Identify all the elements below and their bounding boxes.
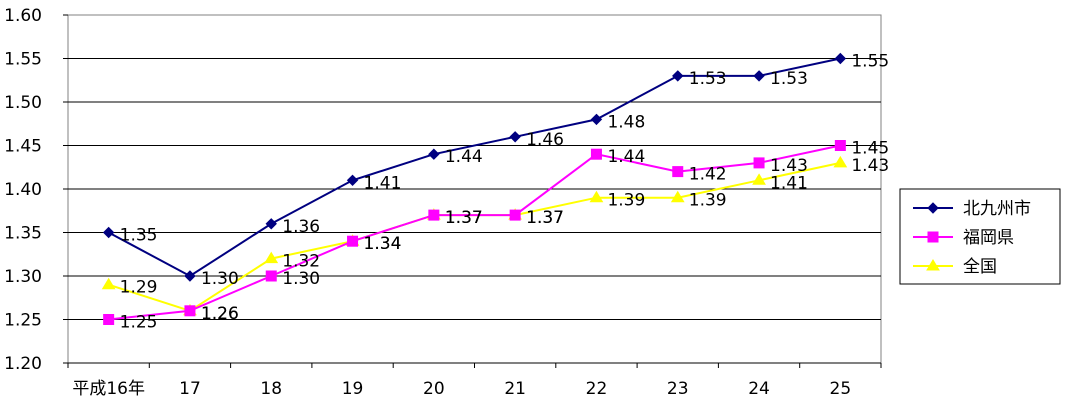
y-tick-label: 1.50 <box>4 93 42 113</box>
data-label: 1.44 <box>607 147 645 167</box>
x-tick-label: 20 <box>423 379 445 399</box>
data-label: 1.30 <box>282 269 320 289</box>
y-tick-label: 1.25 <box>4 311 42 331</box>
data-label: 1.41 <box>770 173 808 193</box>
data-point <box>346 174 359 187</box>
legend-label: 福岡県 <box>963 228 1014 248</box>
data-label: 1.35 <box>120 226 158 246</box>
data-label: 1.37 <box>445 208 483 228</box>
data-point <box>672 70 684 82</box>
data-point <box>103 314 115 325</box>
data-label: 1.39 <box>607 191 645 211</box>
data-point <box>102 226 115 239</box>
data-point <box>753 157 765 169</box>
legend-label: 北九州市 <box>963 199 1031 219</box>
y-tick-label: 1.30 <box>4 267 42 287</box>
data-label: 1.44 <box>445 147 483 167</box>
data-label: 1.32 <box>282 252 320 272</box>
data-point <box>264 251 279 264</box>
y-tick-label: 1.35 <box>4 224 42 244</box>
data-point <box>509 209 521 221</box>
data-label: 1.55 <box>851 52 889 72</box>
data-label: 1.25 <box>120 313 158 333</box>
data-point <box>184 270 196 282</box>
y-tick-label: 1.45 <box>4 137 42 157</box>
x-axis-ticks: 平成16年 17 18 19 20 21 22 23 24 25 <box>67 362 882 399</box>
y-tick-label: 1.20 <box>4 354 42 374</box>
data-label: 1.37 <box>445 208 483 228</box>
y-tick-label: 1.60 <box>4 6 42 26</box>
data-point <box>265 270 277 282</box>
y-axis-ticks: 1.20 1.25 1.30 1.35 1.40 1.45 1.50 1.55 1.60 <box>4 6 68 374</box>
data-point <box>265 218 277 230</box>
data-label: 1.37 <box>526 208 564 228</box>
x-tick-label: 平成16年 <box>72 379 145 399</box>
data-label: 1.34 <box>364 234 402 254</box>
data-label: 1.39 <box>689 191 727 211</box>
x-tick-label: 21 <box>504 379 526 399</box>
data-point <box>590 113 603 126</box>
legend-marker <box>927 202 939 214</box>
data-label: 1.36 <box>282 217 320 237</box>
x-tick-label: 19 <box>342 379 364 399</box>
data-point <box>589 190 604 203</box>
data-point <box>509 131 521 143</box>
legend-marker <box>926 259 940 271</box>
series-group: 1.35 1.30 1.36 1.41 1.44 1.46 1.48 1.53 1.53 1.55… <box>101 52 889 333</box>
data-point <box>672 166 684 178</box>
x-tick-label: 24 <box>748 379 770 399</box>
data-label: 1.26 <box>201 304 239 324</box>
data-point <box>184 305 196 317</box>
data-label: 1.43 <box>770 156 808 176</box>
data-point <box>834 52 847 65</box>
legend-marker <box>927 231 939 243</box>
data-label: 1.34 <box>364 234 402 254</box>
data-point <box>670 190 685 203</box>
x-tick-label: 25 <box>830 379 852 399</box>
data-label: 1.45 <box>851 139 889 159</box>
data-point <box>590 148 602 160</box>
data-label: 1.42 <box>689 165 727 185</box>
data-point <box>428 148 440 160</box>
x-tick-label: 17 <box>179 379 201 399</box>
data-label: 1.53 <box>689 69 727 89</box>
legend-label: 全国 <box>963 257 997 277</box>
data-label: 1.37 <box>526 208 564 228</box>
x-tick-label: 22 <box>586 379 608 399</box>
data-point <box>428 209 440 221</box>
data-point <box>752 173 766 185</box>
data-point <box>347 235 359 247</box>
data-label: 1.53 <box>770 69 808 89</box>
series-line <box>108 57 841 278</box>
y-tick-label: 1.55 <box>4 50 42 70</box>
y-tick-label: 1.40 <box>4 180 42 200</box>
data-label: 1.26 <box>201 304 239 324</box>
data-label: 1.41 <box>364 173 402 193</box>
data-label: 1.48 <box>607 112 645 132</box>
data-label: 1.29 <box>120 278 158 298</box>
data-label: 1.43 <box>851 156 889 176</box>
x-tick-label: 18 <box>260 379 282 399</box>
data-point <box>834 140 846 151</box>
x-tick-label: 23 <box>667 379 689 399</box>
data-label: 1.46 <box>526 130 564 150</box>
data-point <box>101 277 116 290</box>
data-label: 1.30 <box>201 269 239 289</box>
series-line <box>108 144 841 321</box>
data-point <box>833 155 848 168</box>
data-point <box>753 70 765 82</box>
